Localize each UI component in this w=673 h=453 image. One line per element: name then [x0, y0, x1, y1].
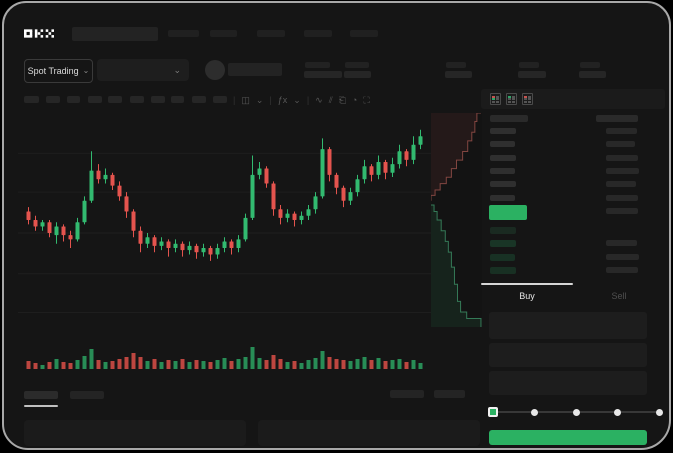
- orderbook-layout-sells-icon[interactable]: [522, 93, 533, 105]
- nav-item-placeholder[interactable]: [304, 30, 332, 37]
- ask-amount-placeholder: [606, 195, 638, 201]
- stat-value-placeholder: [304, 71, 342, 78]
- candle-style-icon[interactable]: ◫: [241, 94, 250, 105]
- stat-value-placeholder: [445, 71, 472, 78]
- nav-item-placeholder[interactable]: [210, 30, 237, 37]
- divider: |: [269, 95, 272, 105]
- timeframe-button-placeholder[interactable]: [192, 96, 206, 103]
- chevron-down-icon[interactable]: ⌄: [255, 94, 264, 105]
- orderbook-layout-split-icon[interactable]: [490, 93, 501, 105]
- fullscreen-icon[interactable]: ⛶: [363, 94, 370, 105]
- ask-price-placeholder[interactable]: [490, 128, 516, 134]
- bid-amount-placeholder: [606, 254, 639, 260]
- draw-tool-icon[interactable]: ⫽: [328, 94, 333, 105]
- okx-logo: [24, 29, 54, 38]
- slider-stop[interactable]: [531, 408, 538, 416]
- timeframe-button-placeholder[interactable]: [67, 96, 80, 103]
- spot-trading-selector[interactable]: Spot Trading ⌄: [24, 59, 93, 83]
- timeframe-button-placeholder[interactable]: [88, 96, 102, 103]
- bid-amount-placeholder: [606, 267, 638, 273]
- stat-value-placeholder: [518, 71, 546, 78]
- orders-tab-placeholder[interactable]: [70, 391, 104, 399]
- stat-label-placeholder: [446, 62, 466, 68]
- bid-amount-placeholder: [606, 240, 637, 246]
- total-field-placeholder[interactable]: [489, 371, 647, 395]
- stat-value-placeholder: [579, 71, 606, 78]
- orderbook-header-price: [490, 115, 528, 122]
- chevron-down-icon: ⌄: [173, 64, 181, 75]
- ask-amount-placeholder: [606, 128, 637, 134]
- slider-handle[interactable]: [488, 407, 498, 417]
- depth-chart[interactable]: [431, 113, 482, 327]
- ask-amount-placeholder: [606, 208, 638, 214]
- ask-amount-placeholder: [606, 155, 638, 161]
- ask-amount-placeholder: [606, 168, 639, 174]
- ask-price-placeholder[interactable]: [490, 155, 516, 161]
- stat-label-placeholder: [305, 62, 330, 68]
- bid-price-placeholder[interactable]: [490, 227, 516, 234]
- timeframe-button-placeholder[interactable]: [213, 96, 227, 103]
- ask-price-placeholder[interactable]: [490, 168, 515, 174]
- stat-value-placeholder: [344, 71, 371, 78]
- buy-tab-indicator: [481, 283, 573, 285]
- timeframe-button-placeholder[interactable]: [130, 96, 144, 103]
- ask-price-placeholder[interactable]: [490, 141, 515, 147]
- camera-icon[interactable]: ⎗: [338, 94, 346, 105]
- orders-table-placeholder: [258, 420, 480, 446]
- timer-icon[interactable]: ◔: [351, 95, 358, 105]
- indicators-icon[interactable]: ƒx: [277, 95, 288, 105]
- slider-stop[interactable]: [655, 408, 663, 416]
- divider: |: [233, 95, 236, 105]
- chevron-down-icon: ⌄: [82, 66, 90, 75]
- slider-stop[interactable]: [614, 408, 621, 416]
- orders-filter-placeholder[interactable]: [434, 390, 465, 398]
- timeframe-button-placeholder[interactable]: [108, 96, 122, 103]
- stat-label-placeholder: [580, 62, 600, 68]
- orderbook-layout-buys-icon[interactable]: [506, 93, 517, 105]
- ask-amount-placeholder: [606, 141, 635, 147]
- spot-trading-label: Spot Trading: [27, 66, 79, 76]
- amount-field-placeholder[interactable]: [489, 343, 647, 367]
- bid-price-placeholder[interactable]: [490, 254, 515, 261]
- last-price-badge: [489, 205, 527, 220]
- pair-name-placeholder: [228, 63, 282, 76]
- timeframe-button-placeholder[interactable]: [46, 96, 60, 103]
- nav-item-placeholder[interactable]: [350, 30, 378, 37]
- tab-buy[interactable]: Buy: [519, 291, 535, 301]
- orderbook-header-amount: [596, 115, 638, 122]
- stat-label-placeholder: [519, 62, 539, 68]
- chevron-down-icon[interactable]: ⌄: [293, 94, 301, 105]
- candlestick-chart[interactable]: [18, 111, 432, 373]
- ask-price-placeholder[interactable]: [490, 181, 516, 187]
- bid-price-placeholder[interactable]: [490, 267, 516, 274]
- divider: |: [306, 95, 310, 105]
- bid-price-placeholder[interactable]: [490, 240, 516, 247]
- stat-label-placeholder: [345, 62, 369, 68]
- buy-order-button[interactable]: [489, 430, 647, 445]
- orders-filter-placeholder[interactable]: [390, 390, 424, 398]
- timeframe-button-placeholder[interactable]: [24, 96, 39, 103]
- orders-tab-placeholder[interactable]: [24, 391, 58, 399]
- timeframe-button-placeholder[interactable]: [151, 96, 165, 103]
- search-placeholder[interactable]: [72, 27, 158, 41]
- active-tab-indicator: [24, 405, 58, 407]
- pair-dropdown[interactable]: ⌄: [97, 59, 189, 81]
- timeframe-button-placeholder[interactable]: [171, 96, 184, 103]
- nav-item-placeholder[interactable]: [168, 30, 199, 37]
- ask-price-placeholder[interactable]: [490, 195, 515, 201]
- order-form-tabs: Buy Sell: [481, 286, 665, 306]
- ask-amount-placeholder: [606, 181, 636, 187]
- nav-item-placeholder[interactable]: [257, 30, 285, 37]
- line-tool-icon[interactable]: ∿: [315, 94, 323, 105]
- chart-tools: | ◫ ⌄ | ƒx ⌄ | ∿ ⫽ ⎗ ◔ ⛶: [233, 93, 403, 107]
- orders-table-placeholder: [24, 420, 246, 446]
- price-field-placeholder[interactable]: [489, 312, 647, 339]
- tab-sell[interactable]: Sell: [611, 291, 627, 301]
- slider-stop[interactable]: [572, 408, 580, 416]
- pair-icon: [205, 60, 225, 80]
